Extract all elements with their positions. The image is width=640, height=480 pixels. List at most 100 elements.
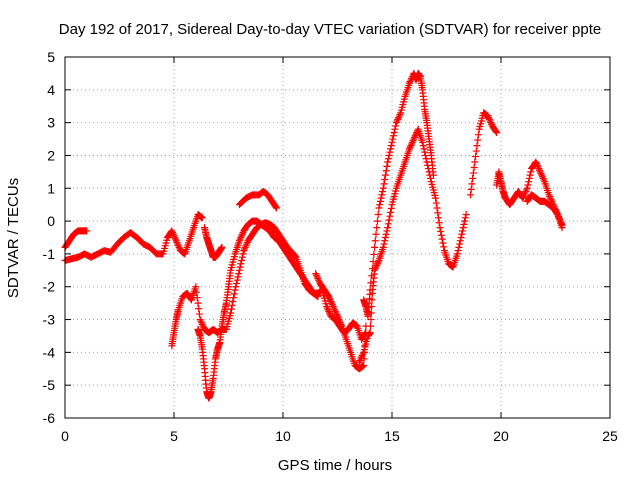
data-point	[171, 235, 179, 243]
data-point	[520, 192, 528, 200]
data-point	[373, 260, 381, 268]
data-point	[519, 194, 527, 202]
data-point	[236, 235, 244, 243]
data-point	[335, 316, 343, 324]
data-point	[198, 319, 206, 327]
data-point	[385, 216, 393, 224]
data-point	[468, 180, 476, 188]
data-point	[392, 122, 400, 130]
data-point	[533, 160, 541, 168]
data-point	[456, 240, 464, 248]
data-point	[396, 110, 404, 118]
data-point	[408, 140, 416, 148]
data-point	[426, 171, 434, 179]
data-point	[238, 253, 246, 261]
data-point	[356, 357, 364, 365]
data-point	[195, 305, 203, 313]
data-point	[462, 211, 470, 219]
data-point	[466, 191, 474, 199]
data-point	[333, 311, 341, 319]
y-tick-label: 1	[47, 180, 55, 196]
data-point	[454, 247, 462, 255]
data-point	[472, 147, 480, 155]
x-tick-label: 15	[384, 428, 400, 444]
data-point	[230, 294, 238, 302]
data-point	[367, 316, 375, 324]
data-point	[331, 307, 339, 315]
data-point	[536, 166, 544, 174]
data-point	[327, 297, 335, 305]
y-tick-label: 3	[47, 115, 55, 131]
data-point	[237, 234, 245, 241]
data-point	[526, 171, 534, 179]
data-points	[61, 69, 566, 402]
data-point	[458, 227, 466, 235]
data-point	[522, 186, 530, 194]
data-point	[392, 119, 400, 127]
data-point	[227, 305, 235, 313]
data-point	[474, 131, 482, 139]
data-point	[438, 235, 446, 243]
data-point	[192, 283, 200, 291]
data-point	[238, 232, 246, 240]
data-point	[168, 227, 176, 235]
x-axis-label: GPS time / hours	[278, 457, 392, 474]
data-point	[386, 148, 394, 156]
data-point	[384, 224, 392, 232]
data-point	[366, 329, 374, 337]
data-point	[379, 184, 387, 192]
data-point	[407, 142, 415, 150]
data-point	[485, 114, 493, 122]
data-point	[175, 243, 183, 251]
data-point	[242, 242, 250, 250]
y-tick-label: 5	[47, 49, 55, 65]
data-point	[410, 135, 418, 143]
data-point	[382, 167, 390, 175]
y-tick-label: -3	[43, 312, 56, 328]
data-point	[425, 168, 433, 176]
data-point	[440, 243, 448, 251]
data-point	[387, 145, 395, 153]
data-point	[372, 263, 380, 271]
data-point	[232, 279, 240, 287]
data-point	[437, 227, 445, 235]
series-seg-j	[355, 125, 470, 366]
data-point	[240, 245, 248, 253]
data-point	[387, 142, 395, 150]
data-point	[546, 194, 554, 202]
data-point	[383, 227, 391, 235]
data-point	[558, 224, 566, 232]
data-point	[312, 270, 320, 278]
data-point	[235, 237, 243, 245]
data-point	[486, 117, 494, 125]
data-point	[171, 234, 179, 241]
data-point	[536, 168, 544, 176]
data-point	[83, 227, 91, 235]
series-seg-h	[312, 270, 370, 373]
y-tick-labels: -6 -5 -4 -3 -2 -1 0 1 2 3 4 5	[43, 49, 56, 426]
data-point	[535, 165, 543, 173]
data-point	[233, 276, 241, 284]
data-point	[330, 304, 338, 312]
data-point	[360, 361, 368, 369]
data-point	[493, 128, 501, 136]
data-point	[387, 205, 395, 213]
data-point	[436, 224, 444, 232]
data-point	[434, 209, 442, 217]
data-point	[380, 240, 388, 248]
data-point	[405, 79, 413, 87]
data-point	[240, 247, 248, 255]
data-point	[378, 191, 386, 199]
data-point	[371, 266, 379, 274]
data-point	[325, 307, 333, 315]
data-point	[469, 174, 477, 182]
data-point	[379, 188, 387, 196]
series-seg-f	[222, 219, 370, 343]
data-point	[334, 314, 342, 322]
data-point	[419, 142, 427, 150]
data-point	[459, 224, 467, 232]
data-point	[455, 243, 463, 251]
data-point	[326, 309, 334, 317]
data-point	[523, 184, 531, 192]
data-point	[291, 252, 299, 260]
